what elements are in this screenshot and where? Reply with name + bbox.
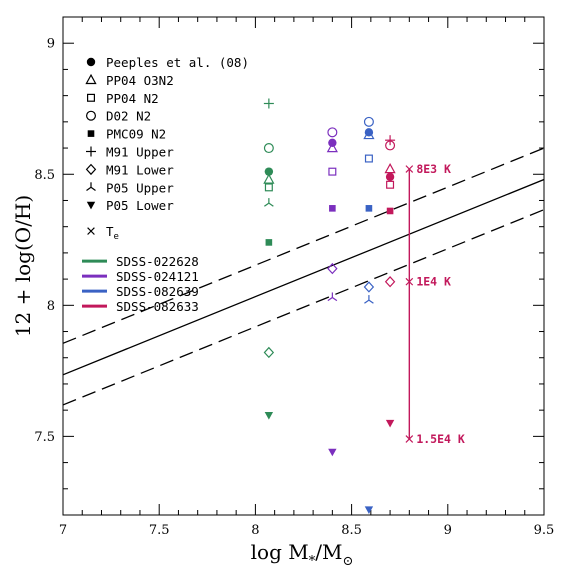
x-axis-title: log M*/M⊙: [251, 540, 354, 569]
data-point: [265, 239, 273, 246]
data-point: [263, 98, 274, 109]
x-tick-label: 7.5: [149, 523, 170, 538]
legend-symbol: [85, 73, 97, 85]
legend-label: PMC09 N2: [106, 127, 166, 142]
relation-line-solid: [63, 178, 544, 376]
legend-symbol: [85, 110, 96, 121]
te-point: [405, 165, 414, 173]
y-tick-label: 7.5: [34, 430, 55, 445]
data-point: [327, 127, 338, 138]
data-point: [385, 135, 396, 146]
data-points: [263, 98, 396, 514]
relation-line-dashed-upper: [63, 147, 544, 344]
data-point: [328, 167, 337, 176]
x-axis-title-tail: /M: [315, 540, 342, 564]
te-label: 1.5E4 K: [416, 432, 465, 446]
legend-label: PP04 O3N2: [106, 73, 174, 88]
data-point: [263, 346, 275, 359]
te-point: [405, 435, 414, 443]
data-point: [365, 205, 373, 212]
x-axis-title-main: log M: [251, 540, 309, 564]
data-point: [264, 198, 274, 207]
x-axis-title-sub: *: [309, 554, 316, 569]
legend-series-label: SDSS-082633: [116, 299, 199, 314]
data-point: [327, 292, 338, 302]
legend-label: Peeples et al. (08): [106, 55, 249, 70]
data-point: [386, 180, 395, 189]
legend-label: P05 Lower: [106, 198, 174, 213]
legend-symbol: [87, 130, 95, 137]
legend: Peeples et al. (08) PP04 O3N2 PP04 N2 D02 N…: [82, 55, 249, 314]
legend-label: D02 N2: [106, 109, 151, 124]
data-point: [263, 143, 274, 154]
legend-series-label: SDSS-024121: [116, 269, 199, 284]
te-label: 1E4 K: [416, 275, 451, 289]
relation-lines: [63, 147, 544, 406]
legend-label-te: Te: [106, 224, 119, 242]
legend-label: M91 Lower: [106, 162, 174, 177]
data-point: [384, 162, 396, 174]
data-point: [263, 173, 275, 184]
axis-ticks: [62, 16, 545, 516]
data-point: [364, 154, 373, 163]
legend-label: PP04 N2: [106, 91, 159, 106]
x-axis-title-sun: ⊙: [342, 554, 353, 569]
data-point: [363, 281, 375, 293]
relation-line-dashed-lower: [63, 209, 544, 406]
legend-label: P05 Upper: [106, 180, 174, 195]
te-point: [405, 277, 414, 286]
data-point: [385, 419, 395, 428]
data-point: [264, 183, 273, 192]
legend-series-label: SDSS-022628: [116, 254, 199, 269]
legend-symbol: [86, 93, 95, 102]
data-point: [384, 276, 396, 288]
x-tick-label: 9.5: [534, 523, 555, 538]
data-point: [363, 116, 374, 127]
legend-symbol: [86, 146, 96, 157]
te-estimates: 8E3 K 1E4 K 1.5E4 K: [405, 162, 465, 446]
y-tick-label: 8.5: [34, 168, 55, 183]
data-point: [327, 262, 338, 275]
te-label: 8E3 K: [416, 162, 451, 176]
y-tick-label: 9: [47, 37, 55, 52]
data-point: [363, 128, 375, 140]
data-point: [328, 448, 337, 457]
x-tick-label: 8: [251, 523, 259, 538]
legend-symbol: [86, 57, 96, 67]
legend-symbol: [87, 227, 95, 235]
data-point: [386, 207, 394, 215]
data-point: [364, 295, 374, 304]
tick-labels: 7 7.5 8 8.5 9 9.5 7.5 8 8.5 9: [34, 37, 554, 538]
legend-symbol: [86, 201, 96, 210]
data-point: [264, 412, 274, 420]
data-point: [329, 205, 336, 212]
data-point: [385, 172, 395, 182]
data-point: [326, 142, 338, 153]
legend-label: M91 Upper: [106, 145, 174, 160]
data-point: [264, 167, 274, 176]
x-tick-label: 8.5: [341, 523, 362, 538]
y-axis-title: 12 + log(O/H): [11, 195, 35, 337]
legend-series-label: SDSS-082639: [116, 284, 199, 299]
legend-symbol: [85, 163, 97, 176]
legend-symbol: [86, 182, 96, 191]
data-point: [364, 506, 374, 514]
x-tick-label: 9: [444, 523, 452, 538]
y-tick-label: 8: [47, 299, 55, 314]
plot-frame: [62, 16, 545, 516]
x-tick-label: 7: [59, 523, 67, 538]
data-point: [385, 140, 396, 151]
